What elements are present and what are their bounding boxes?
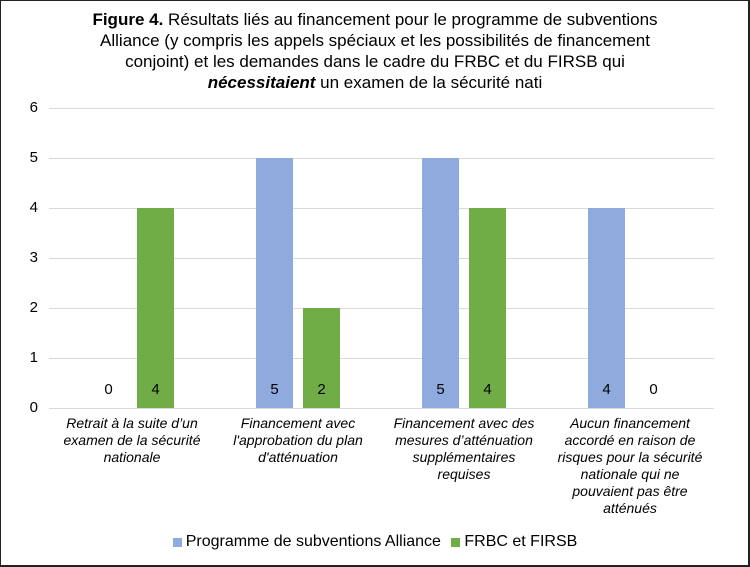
legend-swatch-green xyxy=(451,537,461,547)
category-label: Retrait à la suite d’un examen de la séc… xyxy=(63,415,201,465)
legend-item-frbc-firsb: FRBC et FIRSB xyxy=(451,533,577,551)
y-tick-label: 0 xyxy=(29,399,38,416)
data-label: 4 xyxy=(483,381,492,398)
data-label: 4 xyxy=(151,381,160,398)
gridline xyxy=(49,158,714,159)
y-tick-label: 3 xyxy=(29,249,38,266)
y-tick-label: 4 xyxy=(29,199,38,216)
gridline xyxy=(49,208,714,209)
gridline xyxy=(49,408,714,409)
category-label: Financement avec l'approbation du plan d… xyxy=(233,415,363,465)
gridline xyxy=(49,308,714,309)
data-label: 5 xyxy=(436,381,445,398)
bar xyxy=(303,308,340,408)
gridline xyxy=(49,108,714,109)
data-label: 2 xyxy=(317,381,326,398)
bar xyxy=(422,158,459,408)
category-label: Aucun financement accordé en raison de r… xyxy=(557,415,703,516)
data-label: 0 xyxy=(649,381,658,398)
legend-item-alliance: Programme de subventions Alliance xyxy=(172,533,441,551)
y-tick-label: 6 xyxy=(29,99,38,116)
bar xyxy=(588,208,625,408)
y-tick-label: 1 xyxy=(29,349,38,366)
bar xyxy=(469,208,506,408)
data-label: 0 xyxy=(104,381,113,398)
chart-title: Figure 4. Résultats liés au financement … xyxy=(92,10,658,92)
gridline xyxy=(49,258,714,259)
bar xyxy=(256,158,293,408)
gridline xyxy=(49,358,714,359)
legend: Programme de subventions Alliance FRBC e… xyxy=(0,533,750,552)
category-label: Financement avec des mesures d’atténuati… xyxy=(393,415,535,482)
y-tick-label: 2 xyxy=(29,299,38,316)
plot-area: 0 4 5 2 5 4 4 0 xyxy=(49,108,714,409)
y-tick-label: 5 xyxy=(29,149,38,166)
legend-swatch-blue xyxy=(172,537,182,547)
bar xyxy=(137,208,174,408)
figure-label: Figure 4. xyxy=(92,10,164,29)
data-label: 4 xyxy=(602,381,611,398)
data-label: 5 xyxy=(270,381,279,398)
